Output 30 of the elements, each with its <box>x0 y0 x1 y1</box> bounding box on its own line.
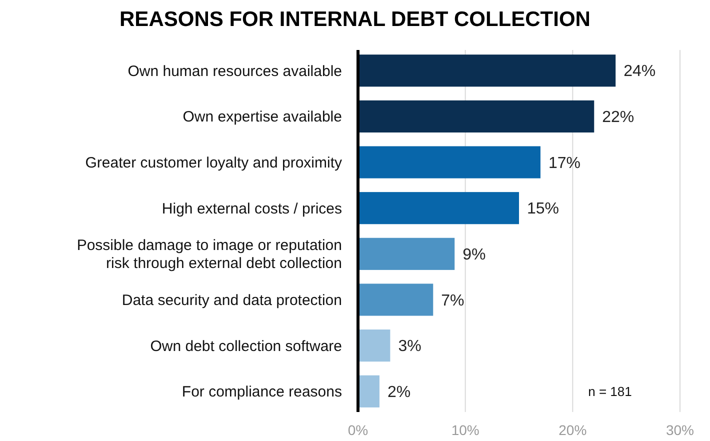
annotation: n = 181 <box>588 384 632 399</box>
bar <box>358 146 540 178</box>
data-label: 24% <box>624 63 656 80</box>
data-label: 7% <box>441 292 464 310</box>
x-tick-label: 0% <box>348 422 368 438</box>
bar <box>358 238 455 270</box>
data-label: 15% <box>527 200 560 218</box>
data-label: 3% <box>398 338 422 356</box>
bar <box>358 284 434 316</box>
x-tick-label: 30% <box>666 422 694 438</box>
bar <box>358 192 519 224</box>
y-tick-label: Data security and data protection <box>122 292 342 309</box>
bar <box>358 54 616 87</box>
data-label: 9% <box>462 246 486 264</box>
y-tick-label: For compliance reasons <box>182 384 342 401</box>
y-tick-label: Possible damage to image or reputation risk through external debt collection <box>76 237 342 272</box>
bar <box>358 375 380 408</box>
bar <box>358 330 390 362</box>
data-label: 2% <box>387 384 411 401</box>
y-tick-label: Own debt collection software <box>150 338 342 355</box>
data-label: 22% <box>602 109 634 126</box>
y-tick-label: Greater customer loyalty and proximity <box>85 154 342 172</box>
data-label: 17% <box>548 154 580 172</box>
chart-title: REASONS FOR INTERNAL DEBT COLLECTION <box>120 8 590 31</box>
y-tick-label: Own expertise available <box>182 108 342 126</box>
x-tick-label: 20% <box>558 422 587 438</box>
y-tick-label: Own human resources available <box>128 62 342 80</box>
bar <box>358 100 594 132</box>
y-tick-label: High external costs / prices <box>162 200 342 218</box>
x-tick-label: 10% <box>451 422 480 438</box>
